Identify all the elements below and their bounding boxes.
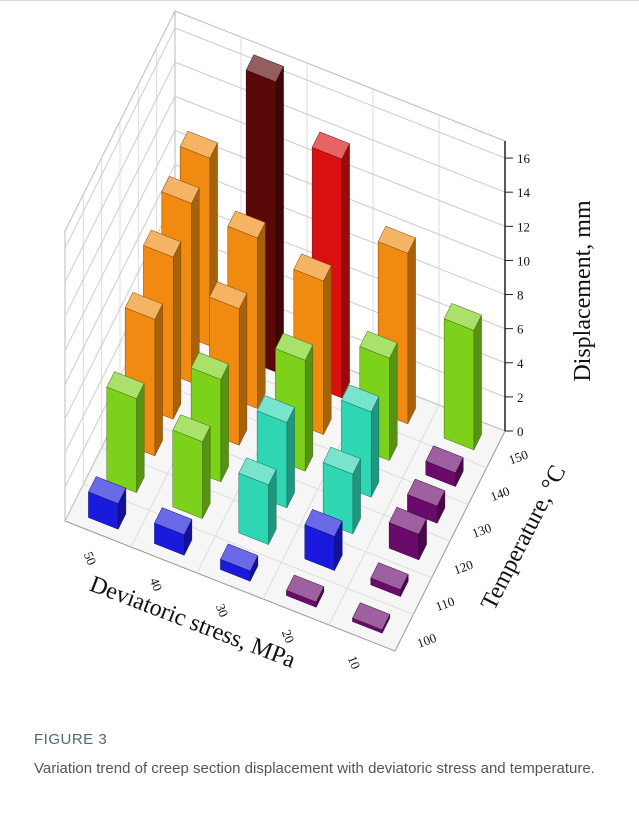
- bar-top: [179, 130, 218, 159]
- bar-top: [286, 574, 325, 603]
- bar-side: [257, 222, 266, 409]
- bar-top: [425, 445, 464, 474]
- bar: [172, 414, 211, 519]
- bar: [407, 478, 446, 524]
- bar-top: [293, 253, 332, 282]
- z-tick-label: 2: [517, 390, 524, 405]
- bar: [220, 543, 259, 582]
- bar-top: [209, 281, 248, 310]
- bar-top: [311, 131, 350, 160]
- bar-side: [202, 426, 211, 519]
- y-tick-label: 120: [452, 557, 475, 578]
- bar-top: [106, 371, 145, 400]
- bar: [370, 562, 409, 597]
- bar-side: [323, 265, 332, 435]
- z-tick-label: 8: [517, 288, 524, 303]
- bar-side: [286, 407, 295, 508]
- z-tick-label: 6: [517, 322, 524, 337]
- z-tick-label: 16: [517, 151, 531, 166]
- z-tick-label: 0: [517, 424, 524, 439]
- bar-top: [407, 478, 446, 507]
- bar-top: [143, 229, 182, 258]
- bar-top: [245, 54, 284, 83]
- z-tick-label: 4: [517, 356, 524, 371]
- bar-front: [172, 429, 203, 519]
- bar-side: [389, 342, 398, 461]
- figure-label: FIGURE 3: [34, 731, 108, 748]
- x-tick-label: 50: [81, 549, 100, 567]
- bar-top: [256, 395, 295, 423]
- x-tick-label: 40: [147, 575, 166, 593]
- bar-side: [407, 237, 416, 424]
- bar-top: [275, 332, 314, 361]
- bar-top: [238, 457, 277, 486]
- bar: [388, 506, 427, 561]
- chart: 0 2 4 6 8 10 12 14 16 50 40 30 20 10 100 110 120 130 140 15…: [64, 10, 596, 674]
- x-tick-label: 10: [345, 653, 364, 671]
- bar: [286, 574, 325, 608]
- y-axis-title: Temperature, °C: [476, 461, 571, 614]
- z-tick-label: 12: [517, 219, 530, 234]
- x-tick-label: 30: [213, 601, 232, 619]
- y-tick-label: 100: [415, 630, 438, 651]
- bar: [106, 371, 145, 493]
- bar: [154, 507, 193, 556]
- bar-front: [238, 472, 269, 545]
- bar-top: [370, 562, 409, 591]
- bar-side: [172, 241, 182, 420]
- bar: [88, 476, 127, 530]
- y-tick-label: 130: [470, 520, 493, 541]
- z-axis-title: Displacement, mm: [570, 200, 596, 382]
- y-tick-label: 110: [433, 593, 456, 614]
- grid-line: [64, 95, 506, 317]
- bar-side: [191, 187, 200, 383]
- bar-side: [370, 396, 380, 498]
- x-tick-label: 20: [279, 627, 298, 645]
- bar-top: [190, 352, 229, 380]
- bar: [352, 602, 391, 634]
- bar-side: [238, 293, 248, 446]
- grid-line: [64, 27, 506, 249]
- bar-top: [341, 384, 380, 413]
- bar-side: [220, 364, 229, 482]
- grid-line: [64, 61, 506, 283]
- bar-top: [322, 446, 361, 475]
- bar-side: [341, 143, 350, 398]
- y-tick-label: 140: [488, 483, 511, 504]
- bar: [238, 457, 277, 545]
- bar: [304, 509, 343, 571]
- bar-top: [124, 291, 163, 320]
- bar-side: [275, 66, 284, 372]
- bar-side: [304, 344, 314, 472]
- bar-front: [443, 318, 475, 451]
- bar-top: [161, 176, 200, 204]
- bar-side: [136, 383, 145, 493]
- grid-line: [64, 129, 506, 351]
- bar-top: [443, 303, 482, 331]
- bar-top: [359, 330, 398, 359]
- bar-side: [154, 303, 163, 456]
- z-tick-label: 10: [517, 253, 530, 268]
- bar-top: [88, 476, 127, 504]
- bar-top: [220, 543, 259, 572]
- bar-top: [154, 507, 193, 536]
- bar: [322, 446, 361, 535]
- y-tick-label: 150: [507, 447, 530, 468]
- z-tick-label: 14: [517, 185, 531, 200]
- bar-front: [106, 386, 137, 493]
- bar-top: [227, 210, 266, 239]
- bar-top: [388, 506, 427, 535]
- bar: [425, 445, 464, 487]
- bar-top: [377, 225, 416, 254]
- bar-top: [172, 414, 211, 443]
- figure-caption: Variation trend of creep section displac…: [34, 760, 595, 777]
- bar-side: [473, 314, 482, 450]
- bar: [443, 303, 482, 451]
- bar-top: [352, 602, 391, 631]
- bar-top: [304, 509, 343, 537]
